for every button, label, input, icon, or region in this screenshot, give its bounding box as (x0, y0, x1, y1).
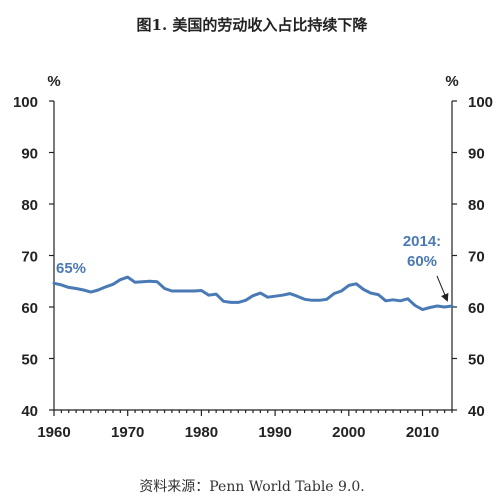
chart-title: 图1. 美国的劳动收入占比持续下降 (136, 16, 368, 34)
x-tick-label: 1960 (37, 424, 70, 441)
y-tick-label-right: 100 (468, 94, 493, 111)
y-tick-label-left: 40 (21, 403, 38, 420)
x-tick-label: 1970 (111, 424, 144, 441)
y-tick-label-left: 90 (21, 146, 38, 163)
source-note: 资料来源：Penn World Table 9.0. (139, 479, 365, 495)
x-tick-label: 2000 (332, 424, 365, 441)
y-tick-label-right: 70 (468, 249, 485, 266)
end-annotation-year: 2014: (403, 233, 441, 250)
y-tick-label-right: 60 (468, 300, 485, 317)
y-tick-label-left: 80 (21, 197, 38, 214)
y-tick-label-right: 50 (468, 352, 485, 369)
y-tick-label-left: 50 (21, 352, 38, 369)
start-annotation: 65% (56, 260, 86, 277)
annotation-arrow (436, 275, 449, 302)
y-unit-right: % (445, 73, 458, 90)
y-tick-label-left: 60 (21, 300, 38, 317)
y-tick-label-right: 40 (468, 403, 485, 420)
x-tick-label: 2010 (406, 424, 439, 441)
x-tick-label: 1980 (185, 424, 218, 441)
y-unit-left: % (47, 73, 60, 90)
tick-labels: 40 40 50 50 60 60 70 70 80 80 90 90 100 100 1960 1970 19… (13, 94, 493, 441)
series-line-labor-share (52, 275, 454, 312)
end-annotation-value: 60% (407, 253, 437, 270)
y-tick-label-right: 90 (468, 146, 485, 163)
y-tick-label-right: 80 (468, 197, 485, 214)
y-tick-label-left: 70 (21, 249, 38, 266)
x-tick-label: 1990 (258, 424, 291, 441)
axes-group (49, 100, 457, 416)
y-tick-label-left: 100 (13, 94, 38, 111)
